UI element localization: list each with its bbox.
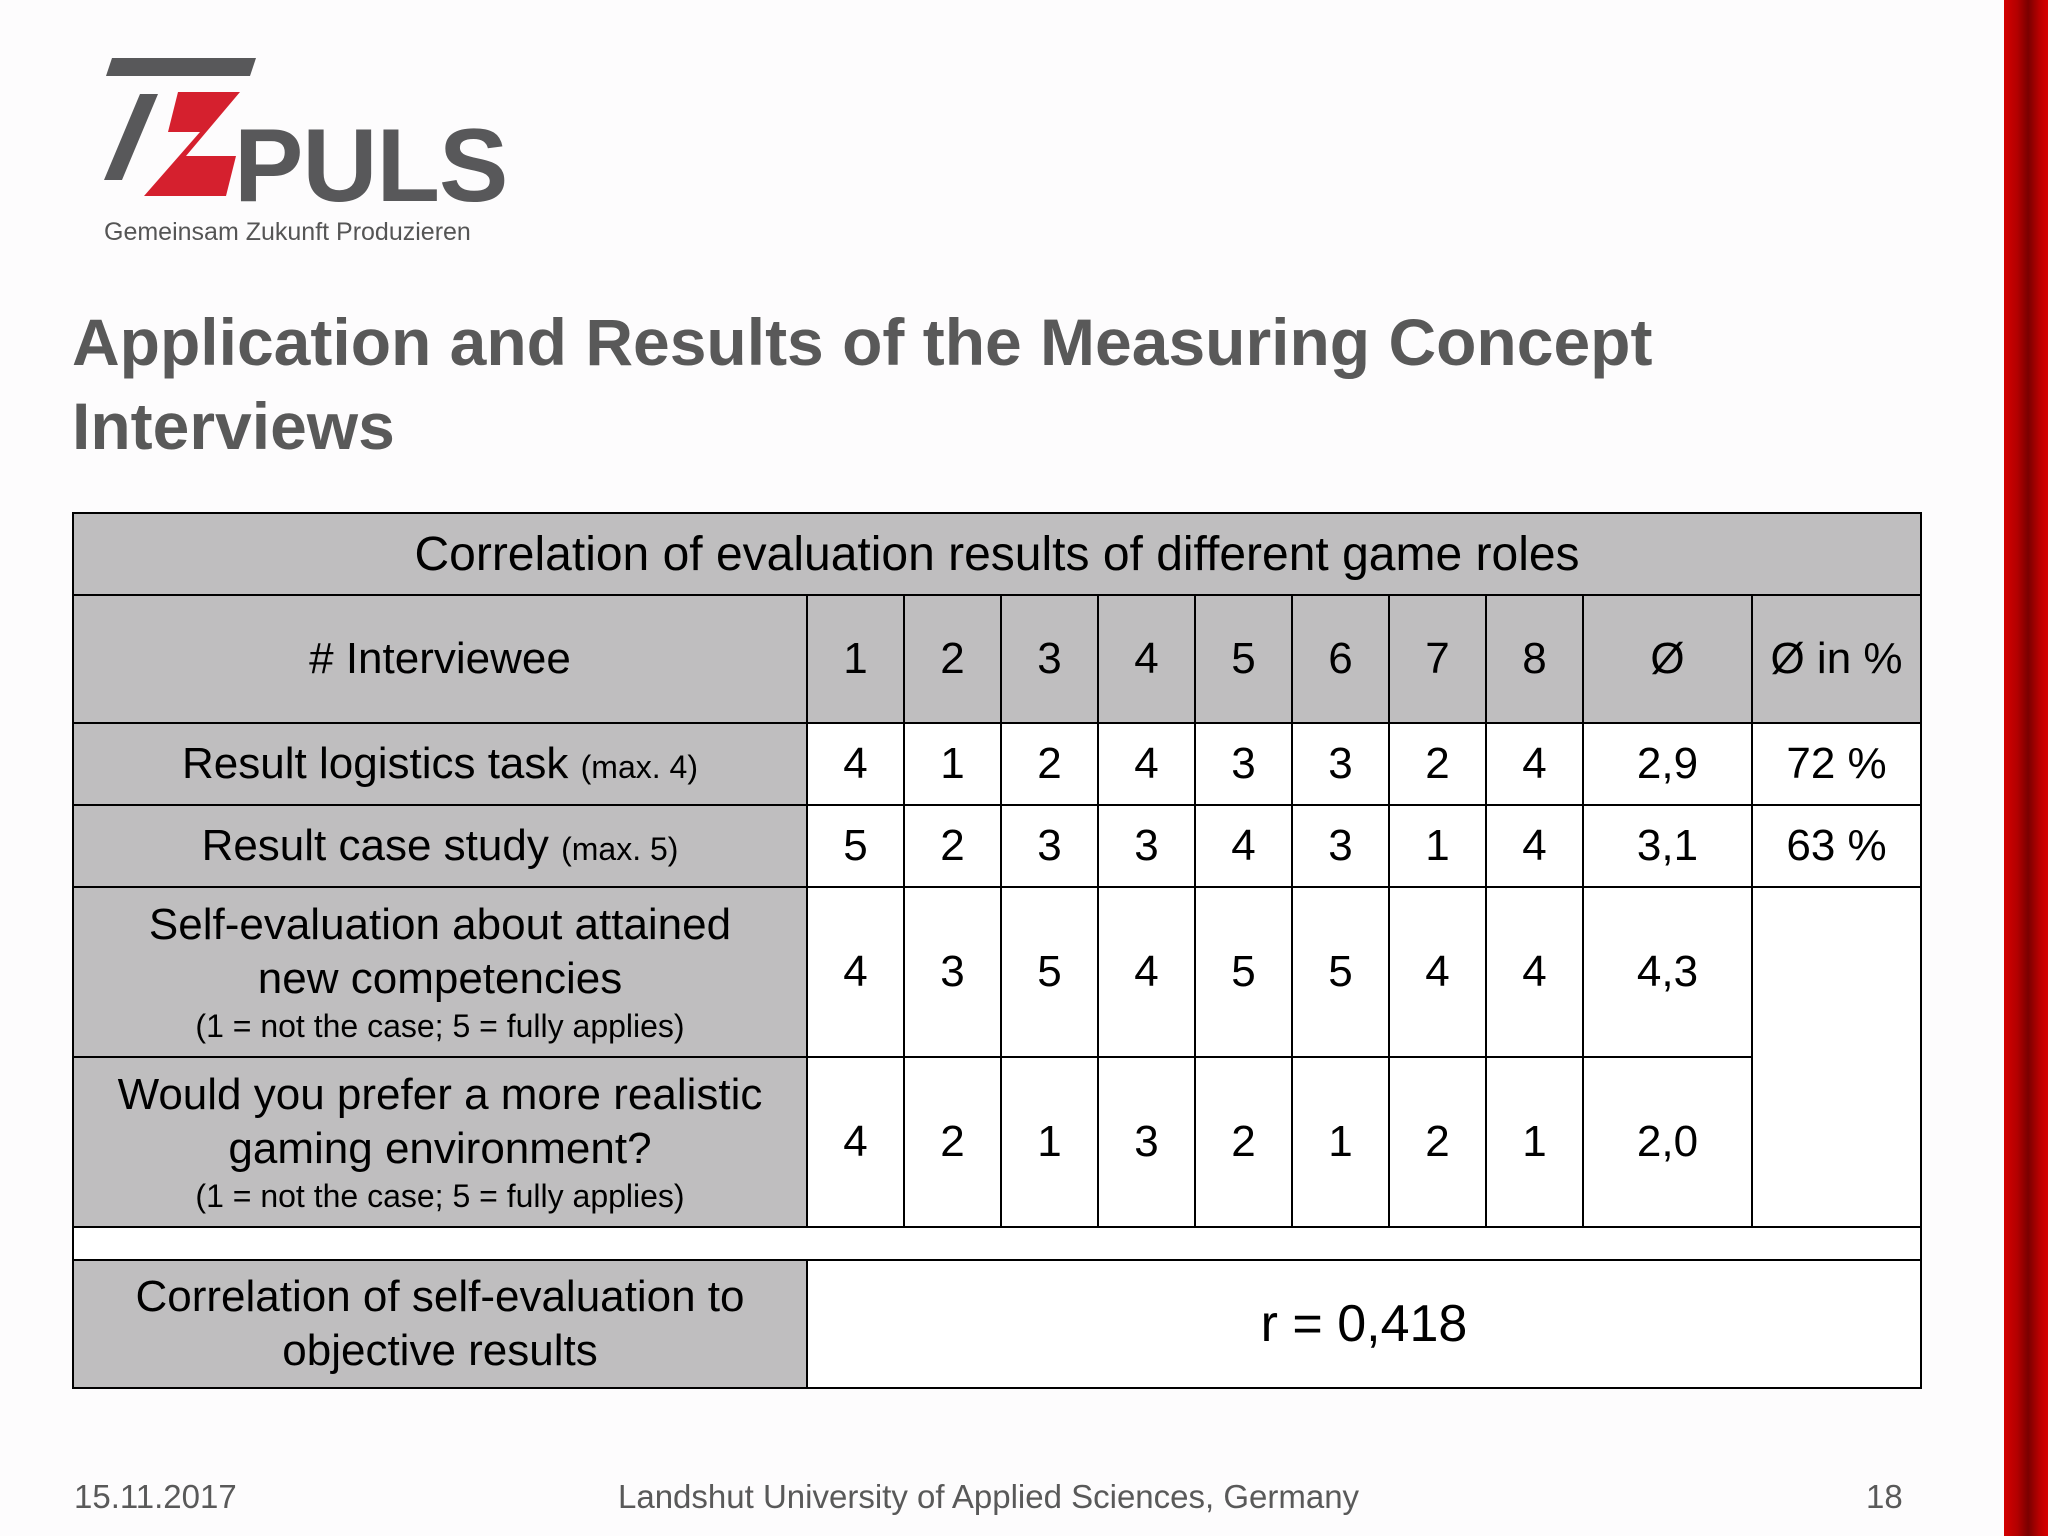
table-cell: 1	[903, 722, 1002, 806]
table-header-row: # Interviewee 1 2 3 4 5 6 7 8 Ø Ø in %	[72, 594, 1923, 724]
header-col: 2	[903, 594, 1002, 724]
table-cell: 2	[1194, 1056, 1293, 1228]
row-qualifier: (max. 5)	[561, 831, 679, 867]
row-qualifier: (max. 4)	[580, 749, 698, 785]
avg-cell: 2,9	[1582, 722, 1753, 806]
table-caption: Correlation of evaluation results of dif…	[71, 512, 1923, 596]
correlation-label-line-2: objective results	[282, 1326, 598, 1375]
table-cell: 3	[1194, 722, 1293, 806]
logo: PULS Gemeinsam Zukunft Produzieren	[100, 52, 508, 252]
page-title: Application and Results of the Measuring…	[72, 300, 1652, 468]
row-label-line-1: Self-evaluation about attained	[148, 900, 732, 949]
table-cell: 4	[1485, 886, 1584, 1058]
table-row: Result case study (max. 5) 5 2 3 3 4 3 1…	[72, 804, 1923, 888]
header-col: 6	[1291, 594, 1390, 724]
table-cell: 3	[903, 886, 1002, 1058]
results-table: Correlation of evaluation results of dif…	[71, 512, 1923, 1389]
table-cell: 5	[1000, 886, 1099, 1058]
row-label: Result logistics task (max. 4)	[72, 722, 808, 806]
avg-cell: 3,1	[1582, 804, 1753, 888]
table-cell: 4	[806, 722, 905, 806]
table-cell: 2	[903, 1056, 1002, 1228]
header-col: 5	[1194, 594, 1293, 724]
table-cell: 3	[1097, 804, 1196, 888]
header-avg-pct: Ø in %	[1750, 594, 1923, 724]
row-label-text: Result case study	[201, 821, 549, 870]
avg-cell: 2,0	[1582, 1056, 1753, 1228]
logo-tagline: Gemeinsam Zukunft Produzieren	[104, 218, 471, 246]
spacer-cell	[71, 1226, 1923, 1261]
correlation-label: Correlation of self-evaluation to object…	[72, 1259, 808, 1389]
logo-mark	[104, 58, 256, 196]
table-cell: 1	[1485, 1056, 1584, 1228]
title-line-1: Application and Results of the Measuring…	[72, 305, 1653, 379]
footer-page-number: 18	[1866, 1478, 1903, 1515]
table-cell: 3	[1291, 804, 1390, 888]
header-avg: Ø	[1582, 594, 1753, 724]
empty-pct-cell	[1750, 886, 1923, 1228]
table-cell: 5	[1291, 886, 1390, 1058]
row-note: (1 = not the case; 5 = fully applies)	[195, 1008, 685, 1044]
pct-cell: 72 %	[1750, 722, 1923, 806]
table-cell: 5	[806, 804, 905, 888]
header-label: # Interviewee	[72, 594, 808, 724]
table-row: Self-evaluation about attained new compe…	[72, 886, 1923, 1228]
table-cell: 4	[1194, 804, 1293, 888]
table-cell: 4	[1485, 722, 1584, 806]
row-label: Would you prefer a more realistic gaming…	[72, 1056, 808, 1228]
pct-cell: 63 %	[1750, 804, 1923, 888]
table-cell: 4	[1388, 886, 1487, 1058]
header-col: 3	[1000, 594, 1099, 724]
table-cell: 2	[1388, 1056, 1487, 1228]
table-cell: 4	[806, 1056, 905, 1228]
row-label: Self-evaluation about attained new compe…	[72, 886, 808, 1058]
row-label-line-2: new competencies	[257, 954, 623, 1003]
table-cell: 1	[1000, 1056, 1099, 1228]
table-cell: 2	[1388, 722, 1487, 806]
row-label-line-2: gaming environment?	[228, 1124, 652, 1173]
accent-side-bar	[2004, 0, 2048, 1536]
table-cell: 4	[1097, 722, 1196, 806]
table-cell: 5	[1194, 886, 1293, 1058]
table-cell: 1	[1291, 1056, 1390, 1228]
correlation-value: r = 0,418	[805, 1259, 1923, 1389]
row-label: Result case study (max. 5)	[72, 804, 808, 888]
correlation-row: Correlation of self-evaluation to object…	[72, 1259, 1923, 1389]
table-cell: 2	[903, 804, 1002, 888]
row-note: (1 = not the case; 5 = fully applies)	[195, 1178, 685, 1214]
title-line-2: Interviews	[72, 389, 395, 463]
table-cell: 3	[1097, 1056, 1196, 1228]
header-col: 8	[1485, 594, 1584, 724]
spacer-row	[71, 1226, 1923, 1261]
footer-date: 15.11.2017	[74, 1478, 237, 1515]
logo-wordmark: PULS	[234, 108, 508, 224]
avg-cell: 4,3	[1582, 886, 1753, 1058]
header-col: 4	[1097, 594, 1196, 724]
correlation-label-line-1: Correlation of self-evaluation to	[135, 1272, 745, 1321]
table-cell: 2	[1000, 722, 1099, 806]
table-cell: 3	[1000, 804, 1099, 888]
header-col: 7	[1388, 594, 1487, 724]
table-cell: 4	[806, 886, 905, 1058]
table-cell: 4	[1485, 804, 1584, 888]
table-cell: 3	[1291, 722, 1390, 806]
header-col: 1	[806, 594, 905, 724]
row-label-text: Result logistics task	[182, 739, 569, 788]
row-label-line-1: Would you prefer a more realistic	[117, 1070, 763, 1119]
footer-institution: Landshut University of Applied Sciences,…	[618, 1478, 1360, 1515]
table-row: Would you prefer a more realistic gaming…	[72, 1056, 1921, 1228]
table-row: Result logistics task (max. 4) 4 1 2 4 3…	[72, 722, 1923, 806]
table-cell: 4	[1097, 886, 1196, 1058]
table-cell: 1	[1388, 804, 1487, 888]
